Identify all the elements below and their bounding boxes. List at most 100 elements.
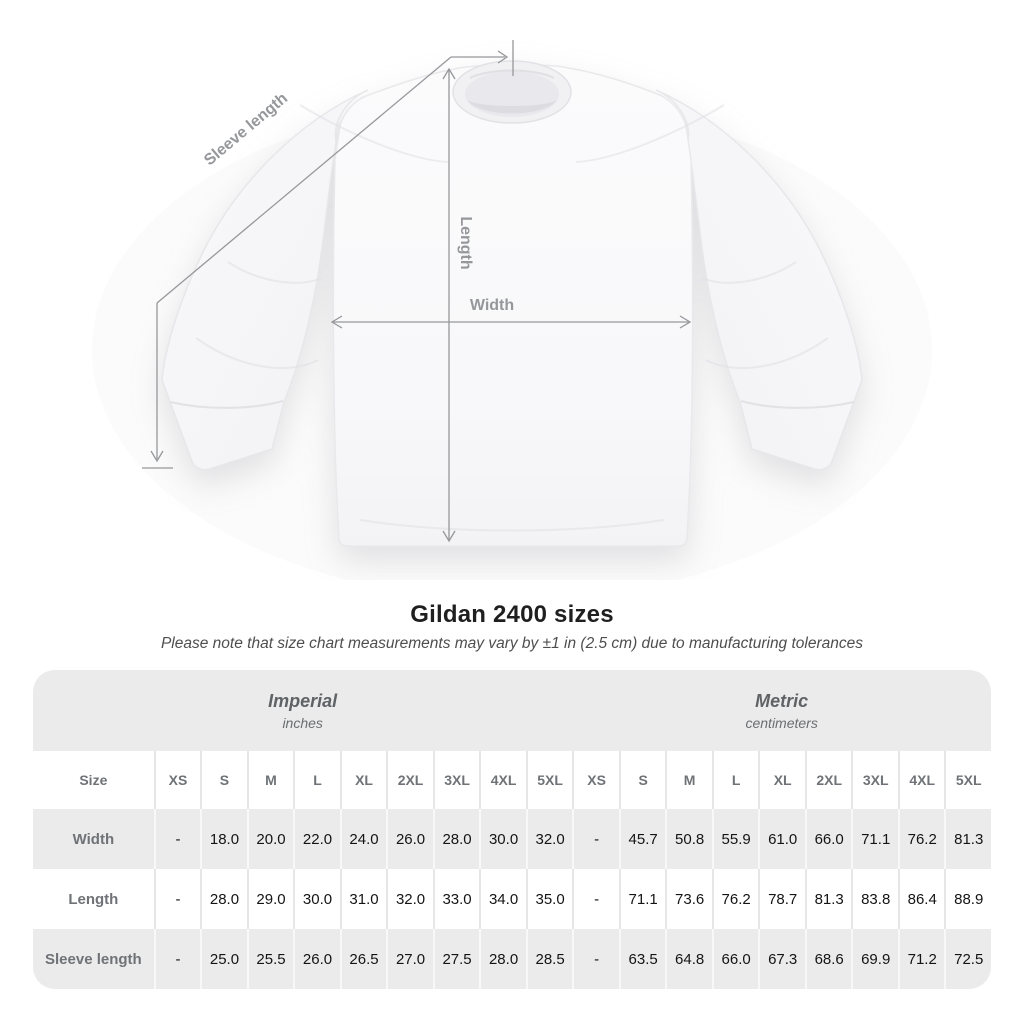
size-header-imperial-xl: XL [339, 751, 387, 809]
imperial-value: 31.0 [339, 869, 387, 929]
fabric-creases [195, 104, 829, 532]
size-header-metric-xl: XL [758, 751, 805, 809]
imperial-value: 27.5 [432, 929, 480, 989]
metric-value: 55.9 [711, 809, 759, 869]
metric-value: 64.8 [665, 929, 712, 989]
imperial-value: 26.5 [339, 929, 387, 989]
size-header-imperial-m: M [246, 751, 294, 809]
imperial-value: 22.0 [293, 809, 340, 869]
row-label: Length [33, 869, 154, 929]
size-header-metric-s: S [618, 751, 666, 809]
imperial-value: - [153, 869, 201, 929]
metric-value: 69.9 [851, 929, 898, 989]
size-header-imperial-3xl: 3XL [432, 751, 480, 809]
metric-value: 86.4 [897, 869, 945, 929]
imperial-value: 28.0 [200, 869, 247, 929]
metric-value: 71.2 [897, 929, 945, 989]
metric-value: 68.6 [804, 929, 852, 989]
imperial-label: Imperial [268, 690, 338, 711]
size-header-imperial-l: L [293, 751, 340, 809]
imperial-unit: inches [282, 714, 323, 731]
metric-value: 71.1 [851, 809, 898, 869]
imperial-value: 35.0 [525, 869, 573, 929]
unit-group-row: Imperial inches Metric centimeters [33, 670, 991, 751]
shirt-shape [161, 60, 863, 547]
imperial-value: 18.0 [200, 809, 247, 869]
imperial-value: 28.0 [432, 809, 480, 869]
tolerance-note: Please note that size chart measurements… [160, 635, 864, 652]
row-label: Width [33, 809, 154, 869]
metric-value: - [572, 869, 619, 929]
metric-value: 88.9 [944, 869, 991, 929]
page-title: Gildan 2400 sizes [410, 601, 614, 628]
size-header-imperial-s: S [200, 751, 247, 809]
size-header-metric-5xl: 5XL [944, 751, 991, 809]
size-chart-table: Imperial inches Metric centimeters Size X… [33, 670, 991, 989]
metric-group-header: Metric centimeters [572, 670, 991, 751]
metric-label: Metric [755, 690, 809, 711]
sleeve-length-line [142, 40, 514, 469]
metric-value: 63.5 [618, 929, 666, 989]
imperial-value: - [153, 929, 201, 989]
imperial-value: 27.0 [386, 929, 433, 989]
metric-value: 83.8 [851, 869, 898, 929]
measurement-lines [142, 40, 692, 543]
collar [452, 60, 572, 124]
metric-value: 71.1 [618, 869, 666, 929]
metric-value: 76.2 [711, 869, 759, 929]
imperial-value: 20.0 [246, 809, 294, 869]
imperial-value: 25.5 [246, 929, 294, 989]
size-header-metric-xs: XS [572, 751, 619, 809]
metric-value: 66.0 [711, 929, 759, 989]
metric-value: 61.0 [758, 809, 805, 869]
imperial-value: 28.0 [479, 929, 526, 989]
long-sleeve-shirt-illustration: Sleeve length Length Width [142, 40, 863, 547]
imperial-group-header: Imperial inches [33, 670, 573, 751]
imperial-value: 25.0 [200, 929, 247, 989]
imperial-value: 29.0 [246, 869, 294, 929]
metric-value: 67.3 [758, 929, 805, 989]
width-label: Width [470, 297, 514, 314]
size-header-metric-m: M [665, 751, 712, 809]
metric-value: - [572, 929, 619, 989]
metric-value: 45.7 [618, 809, 666, 869]
imperial-value: 34.0 [479, 869, 526, 929]
size-header-metric-l: L [711, 751, 759, 809]
size-header-metric-2xl: 2XL [804, 751, 852, 809]
imperial-value: - [153, 809, 201, 869]
metric-value: 78.7 [758, 869, 805, 929]
imperial-value: 30.0 [479, 809, 526, 869]
length-label: Length [457, 216, 474, 269]
size-header-metric-4xl: 4XL [897, 751, 945, 809]
length-line [442, 67, 456, 543]
chart-heading: Gildan 2400 sizes Please note that size … [0, 601, 1024, 653]
size-column-header: Size [33, 751, 154, 809]
metric-value: 76.2 [897, 809, 945, 869]
metric-value: 72.5 [944, 929, 991, 989]
metric-value: 73.6 [665, 869, 712, 929]
imperial-value: 30.0 [293, 869, 340, 929]
measurement-row-sleeve-length: Sleeve length -25.0 25.5 26.0 26.5 27.0 27.5 28… [33, 929, 991, 989]
size-header-imperial-2xl: 2XL [386, 751, 433, 809]
measurement-row-width: Width -18.0 20.0 22.0 24.0 26.0 28.0 30.0 32.0-4… [33, 809, 991, 869]
imperial-value: 26.0 [386, 809, 433, 869]
measurement-row-length: Length -28.0 29.0 30.0 31.0 32.0 33.0 34.0 35.0-… [33, 869, 991, 929]
imperial-value: 24.0 [339, 809, 387, 869]
metric-value: 66.0 [804, 809, 852, 869]
imperial-value: 26.0 [293, 929, 340, 989]
width-line [330, 315, 692, 329]
imperial-value: 32.0 [525, 809, 573, 869]
metric-value: 50.8 [665, 809, 712, 869]
row-label: Sleeve length [33, 929, 154, 989]
size-header-imperial-xs: XS [153, 751, 201, 809]
metric-value: 81.3 [944, 809, 991, 869]
imperial-value: 33.0 [432, 869, 480, 929]
imperial-value: 32.0 [386, 869, 433, 929]
imperial-value: 28.5 [525, 929, 573, 989]
size-header-imperial-5xl: 5XL [525, 751, 573, 809]
metric-value: 81.3 [804, 869, 852, 929]
size-table-card: Imperial inches Metric centimeters Size X… [33, 670, 991, 989]
size-header-row: Size XS S M L XL 2XL 3XL 4XL 5XL XS S M L XL 2XL 3XL 4XL 5… [33, 751, 991, 809]
metric-value: - [572, 809, 619, 869]
